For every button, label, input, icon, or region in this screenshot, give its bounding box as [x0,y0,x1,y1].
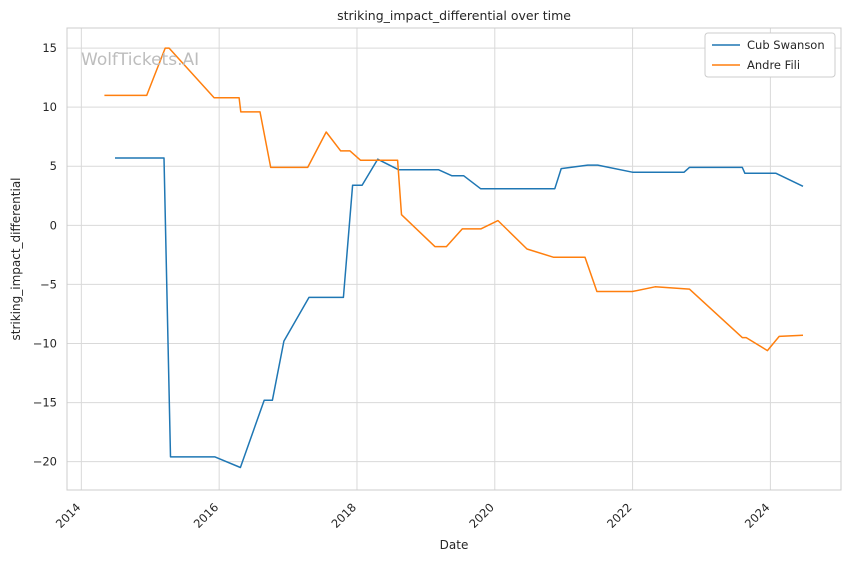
legend-box [704,32,836,78]
legend: Cub Swanson Andre Fili [704,32,836,78]
y-tick-label: −5 [40,277,57,291]
y-tick-label: 5 [50,159,57,173]
legend-label-1: Andre Fili [747,58,800,72]
x-axis-label: Date [440,538,469,552]
y-tick-label: −20 [33,455,57,469]
series-line-1 [104,47,804,352]
y-tick-label: −10 [33,336,57,350]
legend-label-0: Cub Swanson [747,38,825,52]
y-tick-label: 15 [42,41,57,55]
series-lines [104,47,804,469]
y-axis-label: striking_impact_differential [9,177,23,340]
plot-frame [66,27,842,491]
series-line-0 [115,157,804,469]
chart-title: striking_impact_differential over time [337,8,571,23]
y-tick-label: 0 [50,218,57,232]
y-tick-label: −15 [33,396,57,410]
y-tick-label: 10 [42,100,57,114]
watermark: WolfTickets.AI [81,50,199,70]
